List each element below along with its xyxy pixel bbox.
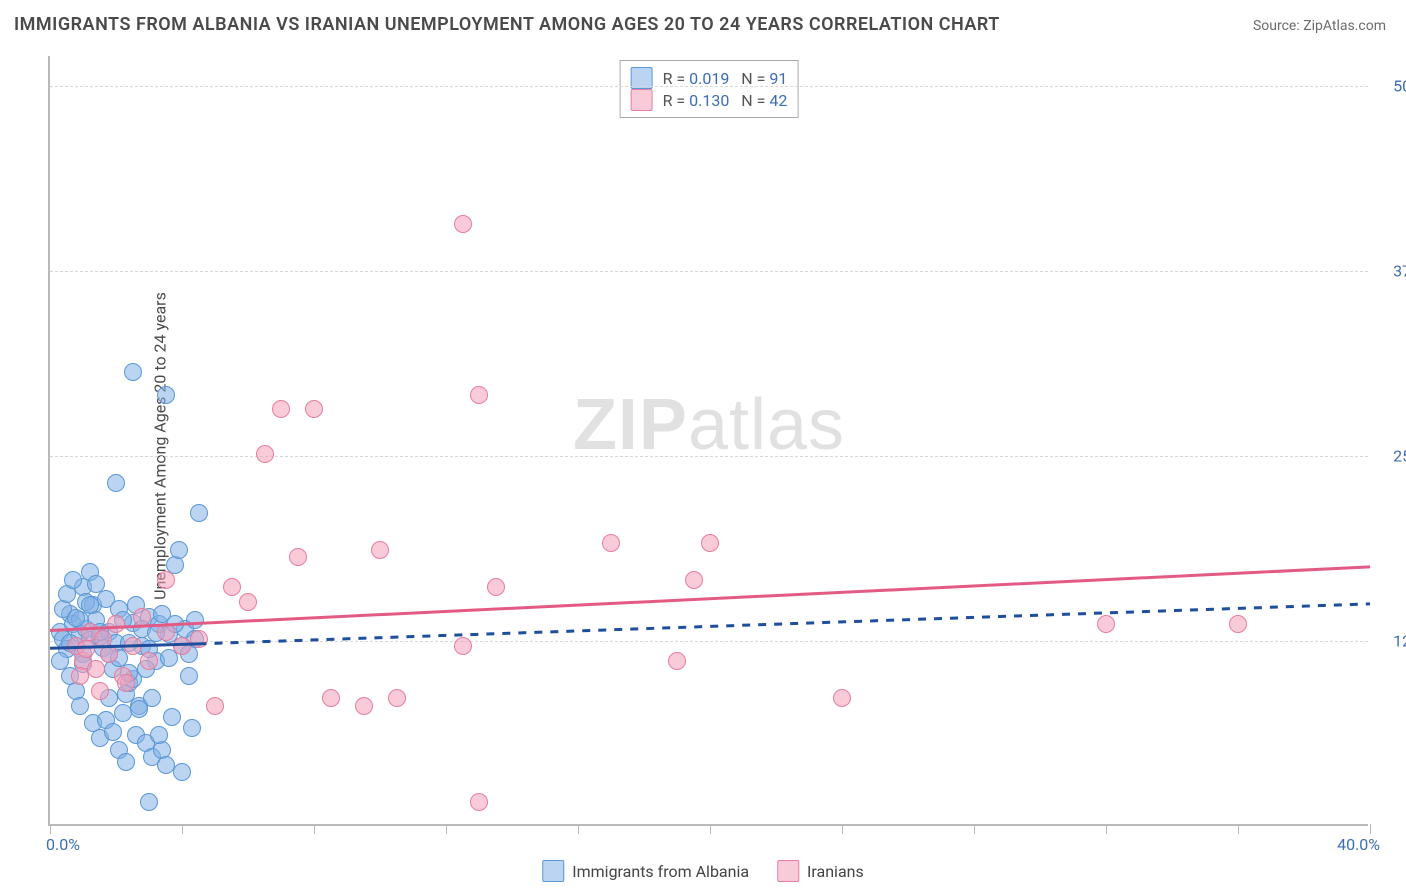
series-a-point <box>124 363 142 381</box>
series-a-point <box>180 667 198 685</box>
series-a-point <box>173 763 191 781</box>
series-b-point <box>371 541 389 559</box>
series-b-point <box>124 637 142 655</box>
series-b-point <box>355 697 373 715</box>
series-b-point <box>833 689 851 707</box>
series-b-point <box>157 571 175 589</box>
series-b-point <box>206 697 224 715</box>
x-tick <box>1238 824 1239 834</box>
series-b-point <box>668 652 686 670</box>
legend-series: Immigrants from Albania Iranians <box>542 860 863 882</box>
legend-label: Immigrants from Albania <box>572 862 749 881</box>
x-tick <box>974 824 975 834</box>
series-a-point <box>81 596 99 614</box>
legend-label: Iranians <box>807 862 864 881</box>
chart-title: IMMIGRANTS FROM ALBANIA VS IRANIAN UNEMP… <box>14 14 1000 35</box>
y-tick-label: 12.5% <box>1374 631 1406 650</box>
series-a-point <box>87 575 105 593</box>
series-b-point <box>470 386 488 404</box>
series-a-point <box>157 756 175 774</box>
series-a-point <box>150 726 168 744</box>
x-tick <box>1370 824 1371 834</box>
legend-item: Iranians <box>777 860 864 882</box>
x-axis-max-label: 40.0% <box>1337 835 1380 854</box>
series-b-point <box>388 689 406 707</box>
series-b-point <box>223 578 241 596</box>
series-a-point <box>190 504 208 522</box>
x-tick <box>182 824 183 834</box>
series-b-point <box>100 645 118 663</box>
series-b-point <box>239 593 257 611</box>
series-a-point <box>140 793 158 811</box>
series-a-point <box>163 708 181 726</box>
series-a-point <box>104 723 122 741</box>
correlation-chart: IMMIGRANTS FROM ALBANIA VS IRANIAN UNEMP… <box>0 0 1406 892</box>
legend-correlation: R = 0.019 N = 91R = 0.130 N = 42 <box>620 60 799 118</box>
x-tick <box>446 824 447 834</box>
series-b-point <box>272 400 290 418</box>
plot-area: ZIPatlas R = 0.019 N = 91R = 0.130 N = 4… <box>48 56 1368 826</box>
gridline <box>50 86 1368 87</box>
series-b-point <box>140 652 158 670</box>
series-b-point <box>117 674 135 692</box>
x-tick <box>314 824 315 834</box>
gridline <box>50 641 1368 642</box>
series-a-point <box>157 386 175 404</box>
series-b-point <box>1229 615 1247 633</box>
series-a-point <box>107 474 125 492</box>
series-b-point <box>133 608 151 626</box>
series-a-point <box>186 611 204 629</box>
series-b-point <box>157 623 175 641</box>
series-b-point <box>1097 615 1115 633</box>
watermark: ZIPatlas <box>573 384 845 466</box>
series-b-point <box>256 445 274 463</box>
series-b-point <box>91 682 109 700</box>
x-tick <box>50 824 51 834</box>
x-tick <box>578 824 579 834</box>
y-tick-label: 50.0% <box>1374 76 1406 95</box>
series-b-point <box>305 400 323 418</box>
series-b-point <box>289 548 307 566</box>
series-a-point <box>117 753 135 771</box>
series-a-point <box>64 571 82 589</box>
y-tick-label: 25.0% <box>1374 446 1406 465</box>
series-b-point <box>322 689 340 707</box>
series-a-point <box>170 541 188 559</box>
x-axis-min-label: 0.0% <box>46 835 80 854</box>
series-a-point <box>51 652 69 670</box>
series-b-point <box>487 578 505 596</box>
series-b-point <box>71 667 89 685</box>
y-tick-label: 37.5% <box>1374 261 1406 280</box>
series-b-point <box>470 793 488 811</box>
series-b-point <box>454 637 472 655</box>
legend-stats: R = 0.130 N = 42 <box>663 91 788 110</box>
series-b-point <box>190 630 208 648</box>
series-b-point <box>77 640 95 658</box>
gridline <box>50 456 1368 457</box>
series-b-point <box>173 637 191 655</box>
series-b-point <box>602 534 620 552</box>
x-tick <box>842 824 843 834</box>
gridline <box>50 271 1368 272</box>
series-b-point <box>685 571 703 589</box>
source-attribution: Source: ZipAtlas.com <box>1253 18 1386 34</box>
legend-swatch <box>631 89 653 111</box>
series-b-point <box>701 534 719 552</box>
series-a-point <box>183 719 201 737</box>
x-tick <box>1106 824 1107 834</box>
series-b-point <box>454 215 472 233</box>
legend-item: Immigrants from Albania <box>542 860 749 882</box>
series-b-point <box>107 615 125 633</box>
series-b-point <box>87 660 105 678</box>
series-a-point <box>71 697 89 715</box>
series-a-point <box>143 689 161 707</box>
series-a-point <box>114 704 132 722</box>
legend-swatch <box>542 860 564 882</box>
legend-row: R = 0.130 N = 42 <box>631 89 788 111</box>
x-tick <box>710 824 711 834</box>
trend-lines <box>50 56 1370 826</box>
legend-swatch <box>777 860 799 882</box>
